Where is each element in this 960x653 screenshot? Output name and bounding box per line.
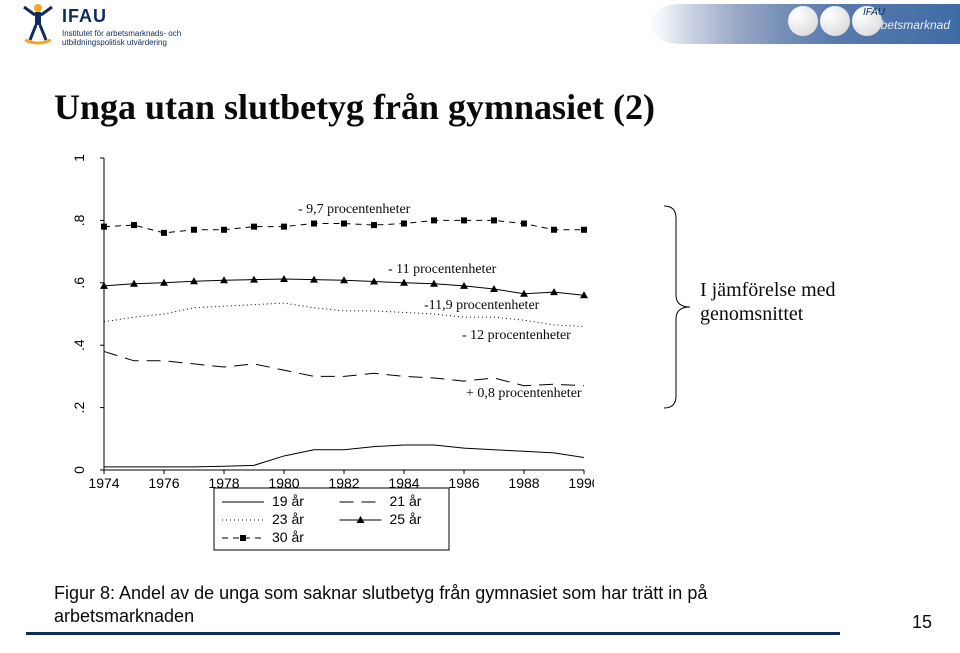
figure-caption: Figur 8: Andel av de unga som saknar slu… [54,582,710,628]
slide-title: Unga utan slutbetyg från gymnasiet (2) [54,86,655,128]
chart-annotation: + 0,8 procentenheter [466,386,582,402]
footer-line [26,632,840,635]
logo-subtitle: Institutet för arbetsmarknads- och utbil… [62,29,181,47]
band-top-text: IFAU [863,7,885,18]
chart-annotation: -11,9 procentenheter [424,298,539,314]
chart-annotation: - 11 procentenheter [388,262,496,278]
chart-annotation: - 9,7 procentenheter [298,202,410,218]
compare-note: I jämförelse med genomsnittet [700,278,880,326]
page-number: 15 [912,612,932,633]
header-band: IFAU Arbetsmarknad IFAU Institutet för a… [0,0,960,45]
ifau-logo: IFAU Institutet för arbetsmarknads- och … [20,2,181,51]
logo-acronym: IFAU [62,6,181,27]
chart-annotation: - 12 procentenheter [462,328,571,344]
band-bottom-text: Arbetsmarknad [869,18,950,32]
logo-figure-icon [20,2,56,51]
